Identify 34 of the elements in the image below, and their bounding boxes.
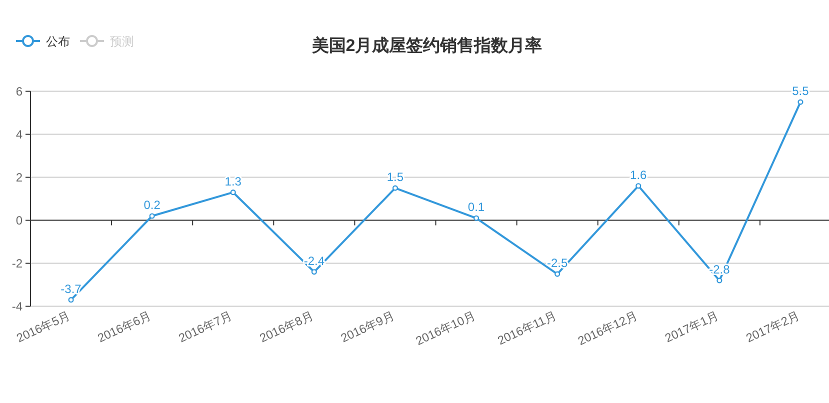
- point: [716, 278, 722, 284]
- point: [311, 269, 317, 275]
- data-label: 1.5: [386, 170, 404, 184]
- data-label: -3.7: [60, 282, 82, 296]
- x-tick-label: 2016年10月: [414, 308, 478, 348]
- x-tick-label: 2016年7月: [176, 308, 234, 346]
- point: [392, 185, 398, 191]
- point: [636, 183, 642, 189]
- y-tick-label: 2: [16, 170, 23, 184]
- point: [149, 213, 155, 219]
- x-tick-label: 2016年6月: [95, 308, 154, 346]
- data-label: 5.5: [792, 84, 810, 98]
- y-tick-label: -4: [12, 299, 23, 314]
- point: [798, 99, 804, 105]
- point: [230, 190, 236, 196]
- point: [68, 297, 74, 303]
- y-tick-label: 4: [16, 127, 23, 142]
- x-tick-label: 2016年9月: [338, 308, 396, 346]
- point: [554, 271, 560, 277]
- x-tick-label: 2017年2月: [744, 308, 802, 346]
- x-tick-label: 2016年8月: [258, 308, 316, 346]
- y-tick-label: 6: [16, 84, 23, 98]
- x-tick-label: 2017年1月: [662, 308, 721, 346]
- point: [473, 215, 480, 221]
- y-tick-label: 0: [16, 213, 23, 228]
- y-tick-label: -2: [12, 256, 23, 270]
- data-label: 0.2: [144, 198, 161, 212]
- chart-title: 美国2月成屋签约销售指数月率: [310, 36, 542, 55]
- data-label: 1.6: [630, 168, 648, 182]
- x-tick-label: 2016年11月: [495, 308, 559, 348]
- data-label: 0.1: [468, 200, 485, 214]
- data-label: 1.3: [224, 174, 242, 188]
- legend-label: 公布: [46, 34, 70, 48]
- x-tick-label: 2016年12月: [576, 308, 640, 348]
